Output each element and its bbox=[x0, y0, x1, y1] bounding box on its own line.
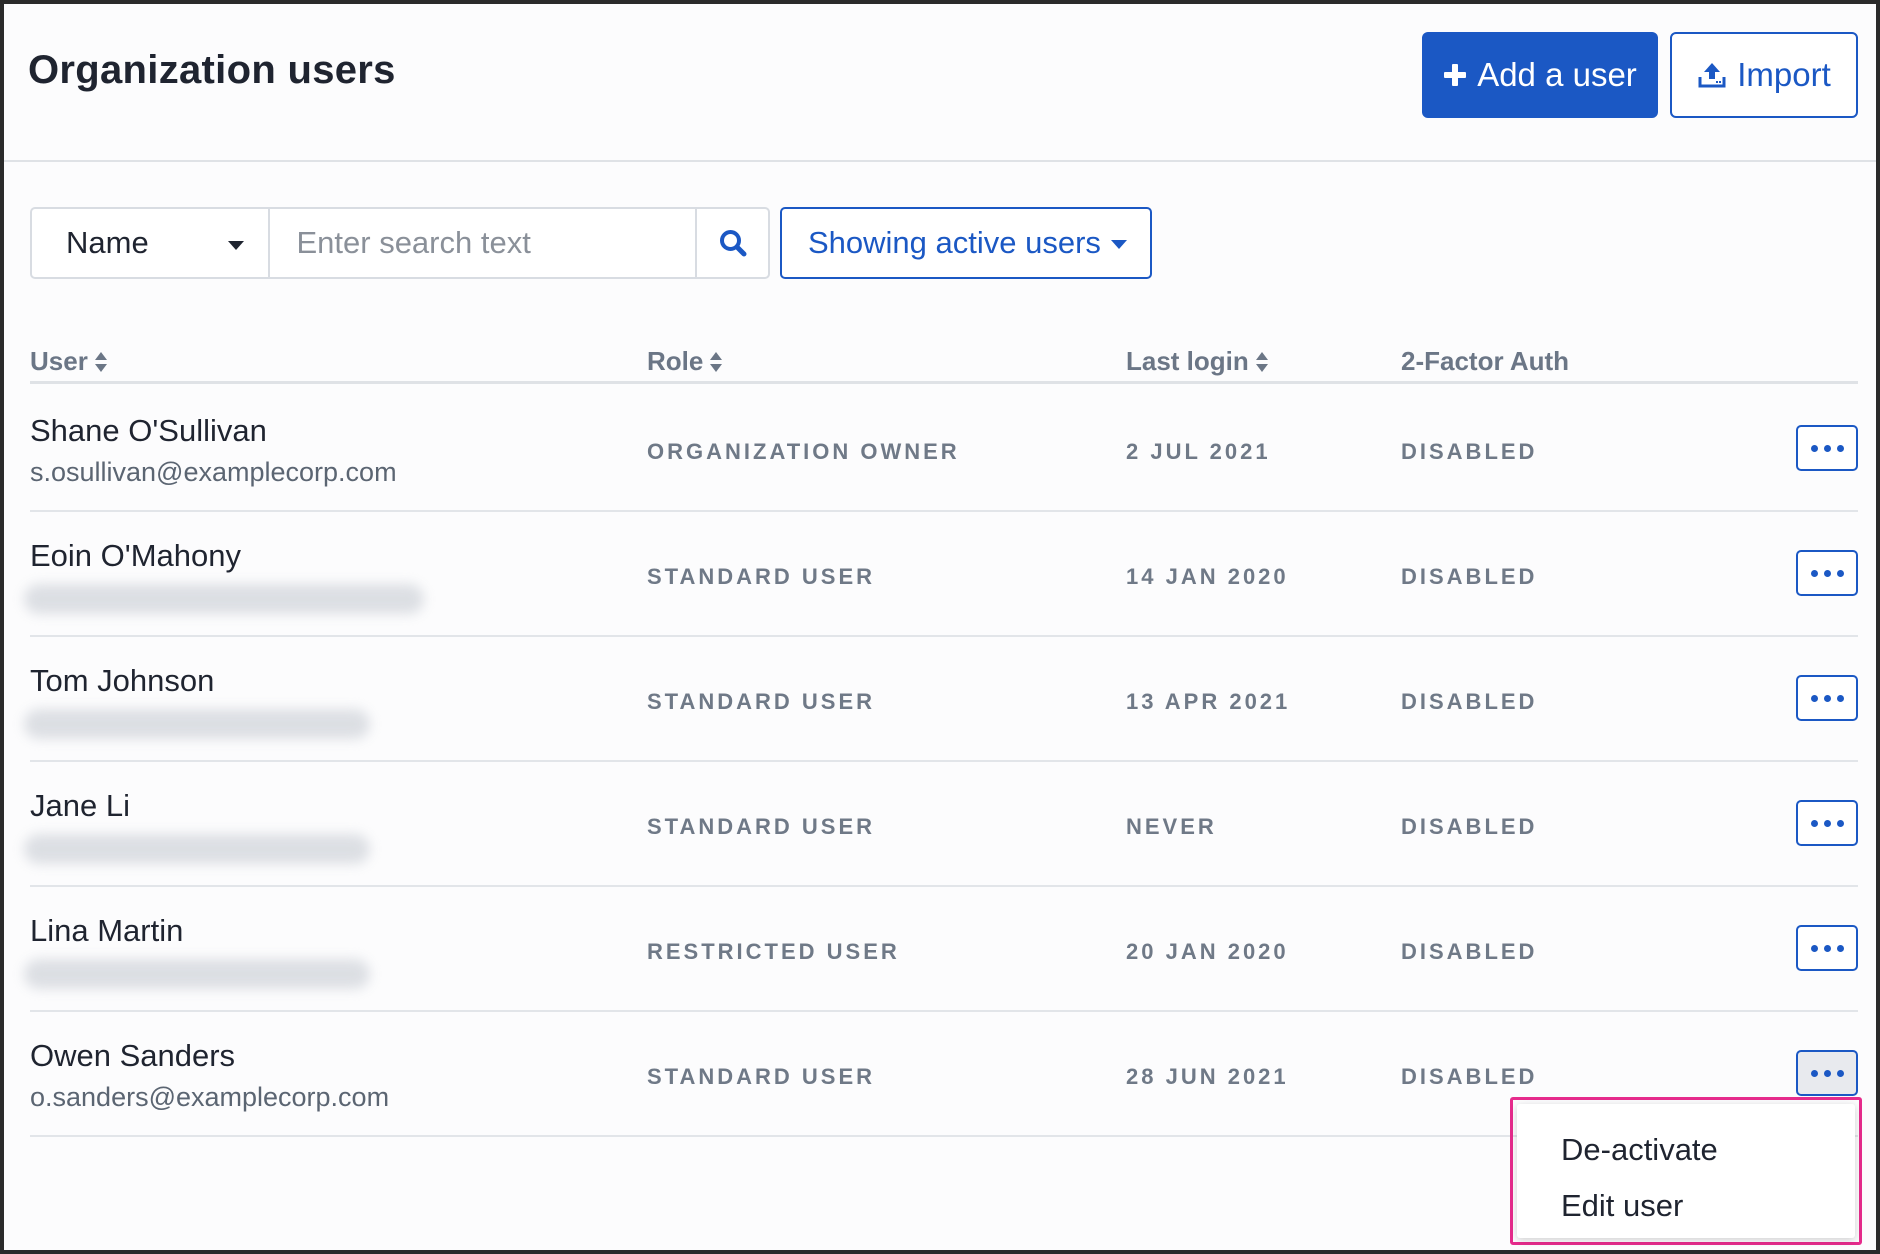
user-role: STANDARD USER bbox=[647, 689, 876, 714]
last-login: 13 APR 2021 bbox=[1126, 689, 1291, 714]
table-row: Eoin O'Mahony STANDARD USER 14 JAN 2020 … bbox=[24, 512, 1858, 637]
two-factor-status: DISABLED bbox=[1401, 689, 1538, 714]
last-login: 14 JAN 2020 bbox=[1126, 564, 1289, 589]
add-user-label: Add a user bbox=[1477, 56, 1637, 93]
caret-down-icon bbox=[1110, 239, 1127, 249]
last-login: 2 JUL 2021 bbox=[1126, 439, 1271, 464]
search-button[interactable] bbox=[695, 209, 768, 277]
user-email: o.sanders@examplecorp.com bbox=[30, 1082, 390, 1112]
last-login: 28 JUN 2021 bbox=[1126, 1064, 1289, 1089]
more-horizontal-icon bbox=[1810, 944, 1818, 952]
page-header: Organization users Add a user Import bbox=[4, 4, 1876, 162]
user-name: Tom Johnson bbox=[30, 663, 215, 698]
search-icon bbox=[719, 230, 747, 257]
sort-icon bbox=[94, 351, 107, 372]
table-row: Shane O'Sullivan s.osullivan@examplecorp… bbox=[30, 387, 1858, 512]
redacted-email bbox=[24, 709, 370, 739]
user-name: Lina Martin bbox=[30, 913, 184, 948]
table-row: Jane Li STANDARD USER NEVER DISABLED bbox=[24, 762, 1858, 887]
search-input[interactable] bbox=[270, 209, 696, 277]
more-horizontal-icon bbox=[1810, 819, 1818, 827]
user-role: RESTRICTED USER bbox=[647, 939, 900, 964]
redacted-email bbox=[24, 834, 370, 864]
import-button[interactable]: Import bbox=[1670, 32, 1858, 118]
row-actions-button[interactable] bbox=[1796, 675, 1858, 721]
menu-item-deactivate[interactable]: De-activate bbox=[1561, 1132, 1718, 1167]
column-header-2fa: 2-Factor Auth bbox=[1401, 346, 1570, 376]
two-factor-status: DISABLED bbox=[1401, 814, 1538, 839]
row-actions-button[interactable] bbox=[1796, 550, 1858, 596]
user-name: Owen Sanders bbox=[30, 1038, 236, 1073]
column-header-role[interactable]: Role bbox=[647, 346, 723, 377]
search-field-value: Name bbox=[66, 225, 149, 260]
redacted-email bbox=[24, 584, 424, 614]
upload-icon bbox=[1698, 63, 1726, 88]
row-actions-button[interactable] bbox=[1796, 925, 1858, 971]
column-header-last-login[interactable]: Last login bbox=[1126, 346, 1269, 377]
more-horizontal-icon bbox=[1810, 694, 1818, 702]
two-factor-status: DISABLED bbox=[1401, 564, 1538, 589]
redacted-email bbox=[24, 959, 370, 989]
more-horizontal-icon bbox=[1810, 1069, 1818, 1077]
menu-panel: De-activate Edit user bbox=[1517, 1104, 1855, 1238]
user-role: STANDARD USER bbox=[647, 1064, 876, 1089]
caret-down-icon bbox=[228, 241, 245, 250]
row-actions-menu: De-activate Edit user bbox=[1510, 1097, 1862, 1245]
user-name: Jane Li bbox=[30, 788, 130, 823]
search-field-select[interactable]: Name bbox=[32, 209, 271, 277]
last-login: NEVER bbox=[1126, 814, 1217, 839]
last-login: 20 JAN 2020 bbox=[1126, 939, 1289, 964]
table-row: Owen Sanders o.sanders@examplecorp.com S… bbox=[30, 1012, 1858, 1137]
page-title: Organization users bbox=[28, 48, 396, 92]
sort-icon bbox=[1255, 351, 1268, 372]
more-horizontal-icon bbox=[1810, 444, 1818, 452]
two-factor-status: DISABLED bbox=[1401, 1064, 1538, 1089]
user-name: Eoin O'Mahony bbox=[30, 538, 241, 573]
user-name: Shane O'Sullivan bbox=[30, 413, 267, 448]
menu-item-edit-user[interactable]: Edit user bbox=[1561, 1188, 1684, 1223]
table-row: Lina Martin RESTRICTED USER 20 JAN 2020 … bbox=[24, 887, 1858, 1012]
two-factor-status: DISABLED bbox=[1401, 939, 1538, 964]
import-label: Import bbox=[1737, 56, 1831, 93]
add-user-button[interactable]: Add a user bbox=[1422, 32, 1658, 118]
row-actions-button[interactable] bbox=[1796, 425, 1858, 471]
plus-icon bbox=[1444, 64, 1467, 86]
user-role: ORGANIZATION OWNER bbox=[647, 439, 960, 464]
row-actions-button[interactable] bbox=[1796, 800, 1858, 846]
more-horizontal-icon bbox=[1810, 569, 1818, 577]
table-row: Tom Johnson STANDARD USER 13 APR 2021 DI… bbox=[24, 637, 1858, 762]
table-header: User Role Last login 2-Factor Auth bbox=[30, 342, 1858, 384]
filter-label: Showing active users bbox=[808, 225, 1101, 260]
user-email: s.osullivan@examplecorp.com bbox=[30, 457, 397, 487]
two-factor-status: DISABLED bbox=[1401, 439, 1538, 464]
row-actions-button[interactable] bbox=[1796, 1050, 1858, 1096]
user-role: STANDARD USER bbox=[647, 814, 876, 839]
sort-icon bbox=[710, 351, 723, 372]
user-role: STANDARD USER bbox=[647, 564, 876, 589]
active-users-filter[interactable]: Showing active users bbox=[780, 207, 1152, 279]
search-bar: Name bbox=[30, 207, 770, 279]
column-header-user[interactable]: User bbox=[30, 346, 108, 377]
